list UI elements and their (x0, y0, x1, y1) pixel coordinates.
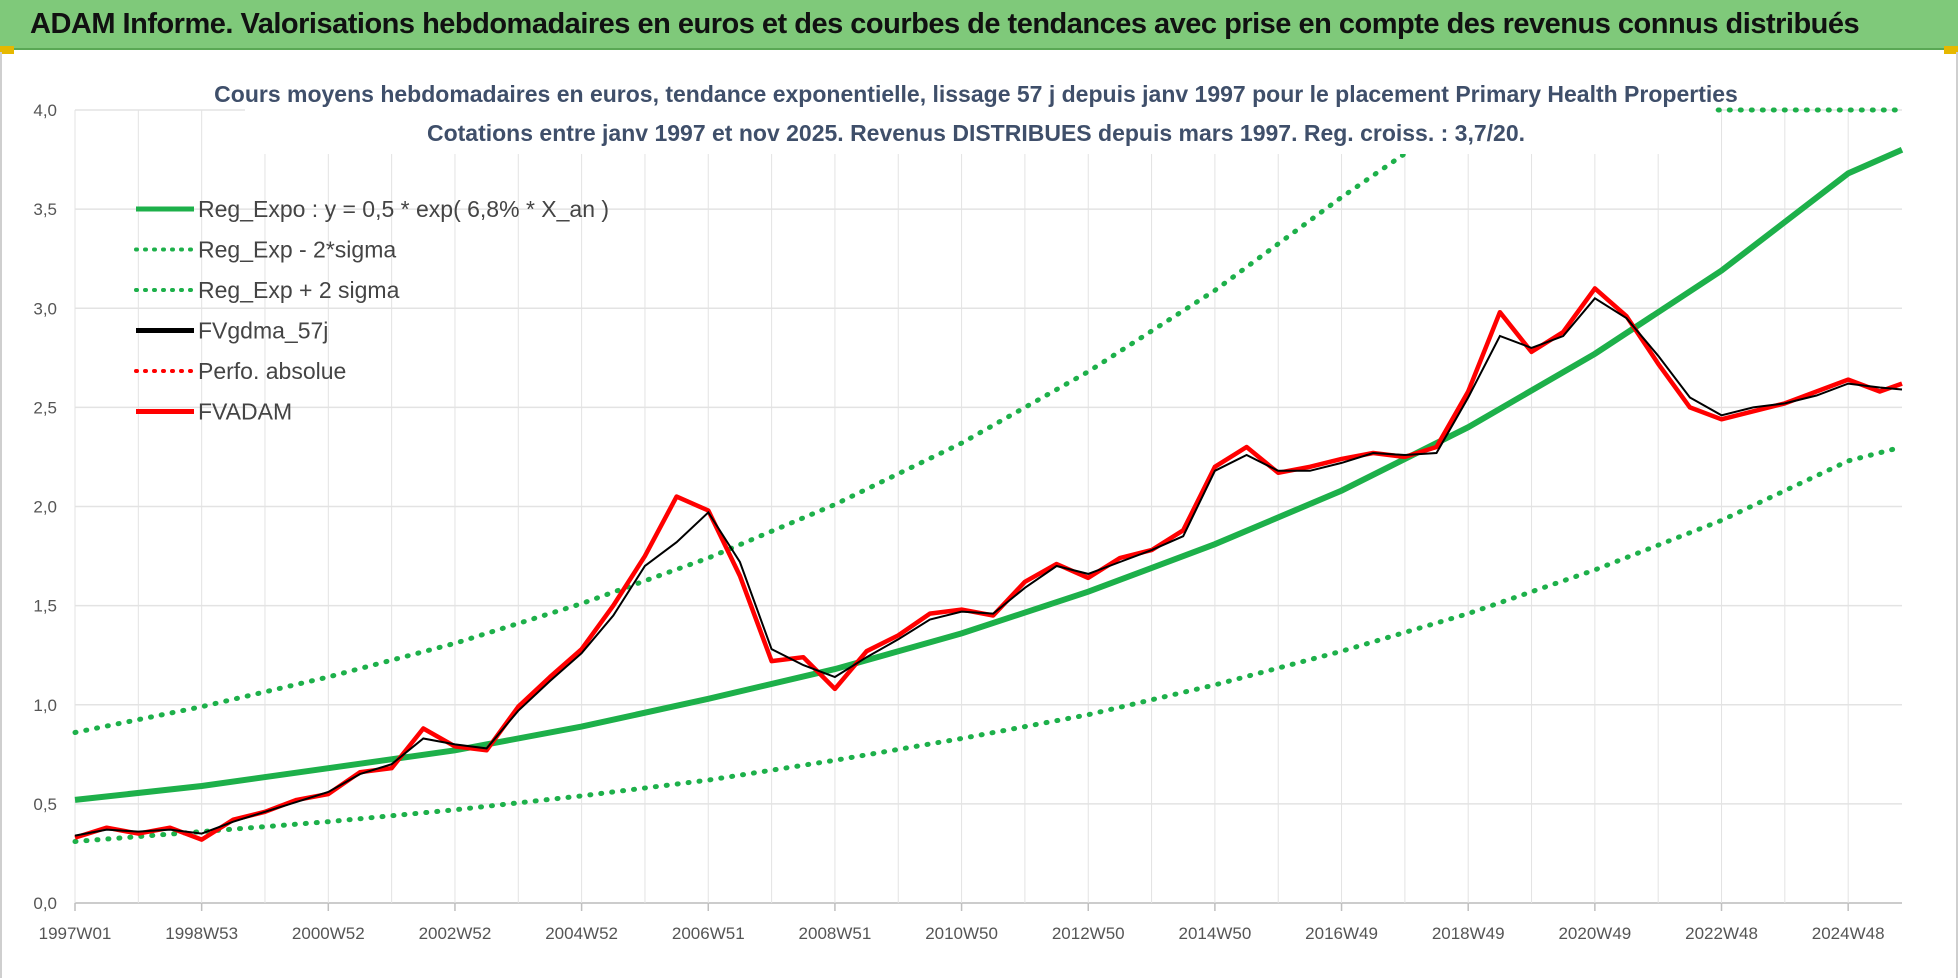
chart-frame (0, 52, 1958, 978)
x-tick-label: 2024W48 (1812, 924, 1885, 943)
y-tick-label: 1,5 (33, 597, 57, 616)
x-tick-label: 2000W52 (292, 924, 365, 943)
x-tick-label: 2004W52 (545, 924, 618, 943)
series-reg-minus-2sigma (72, 444, 1905, 844)
x-tick-label: 2018W49 (1432, 924, 1505, 943)
legend-label: Reg_Exp + 2 sigma (198, 277, 400, 303)
x-tick-label: 1997W01 (39, 924, 112, 943)
legend-label: Reg_Expo : y = 0,5 * exp( 6,8% * X_an ) (198, 196, 609, 222)
y-tick-label: 0,5 (33, 795, 57, 814)
y-axis: 0,0 0,5 1,0 1,5 2,0 2,5 3,0 3,5 4,0 (33, 101, 57, 913)
x-axis: 1997W01 1998W53 2000W52 2002W52 2004W52 2006W… (39, 903, 1885, 943)
y-tick-label: 2,5 (33, 398, 57, 417)
x-tick-label: 2002W52 (419, 924, 492, 943)
legend-label: FVgdma_57j (198, 318, 328, 344)
y-tick-label: 2,0 (33, 498, 57, 517)
legend-label: FVADAM (198, 399, 292, 425)
chart-title-line1: Cours moyens hebdomadaires en euros, ten… (214, 81, 1738, 107)
y-tick-label: 3,5 (33, 200, 57, 219)
y-tick-label: 3,0 (33, 299, 57, 318)
series-fvgdma-57j (74, 296, 1903, 837)
x-tick-label: 2014W50 (1179, 924, 1252, 943)
y-tick-label: 1,0 (33, 696, 57, 715)
series-reg-expo (74, 146, 1904, 803)
y-tick-label: 0,0 (33, 894, 57, 913)
x-tick-label: 2016W49 (1305, 924, 1378, 943)
chart-title-line2: Cotations entre janv 1997 et nov 2025. R… (427, 120, 1525, 146)
x-tick-label: 1998W53 (165, 924, 238, 943)
x-tick-label: 2010W50 (925, 924, 998, 943)
legend: Reg_Expo : y = 0,5 * exp( 6,8% * X_an ) R… (134, 196, 609, 425)
legend-label: Reg_Exp - 2*sigma (198, 237, 396, 263)
x-tick-label: 2006W51 (672, 924, 745, 943)
corner-marker-right (1944, 46, 1958, 54)
series-fvadam (74, 286, 1903, 842)
page-title: ADAM Informe. Valorisations hebdomadaire… (30, 8, 1860, 40)
header-bar: ADAM Informe. Valorisations hebdomadaire… (0, 0, 1958, 50)
x-tick-label: 2022W48 (1685, 924, 1758, 943)
legend-label: Perfo. absolue (198, 358, 346, 384)
grid-lines (74, 109, 1902, 904)
x-tick-label: 2008W51 (799, 924, 872, 943)
y-tick-label: 4,0 (33, 101, 57, 120)
corner-marker-left (0, 46, 14, 54)
title-backdrop (245, 78, 1715, 154)
x-tick-label: 2020W49 (1558, 924, 1631, 943)
x-tick-label: 2012W50 (1052, 924, 1125, 943)
